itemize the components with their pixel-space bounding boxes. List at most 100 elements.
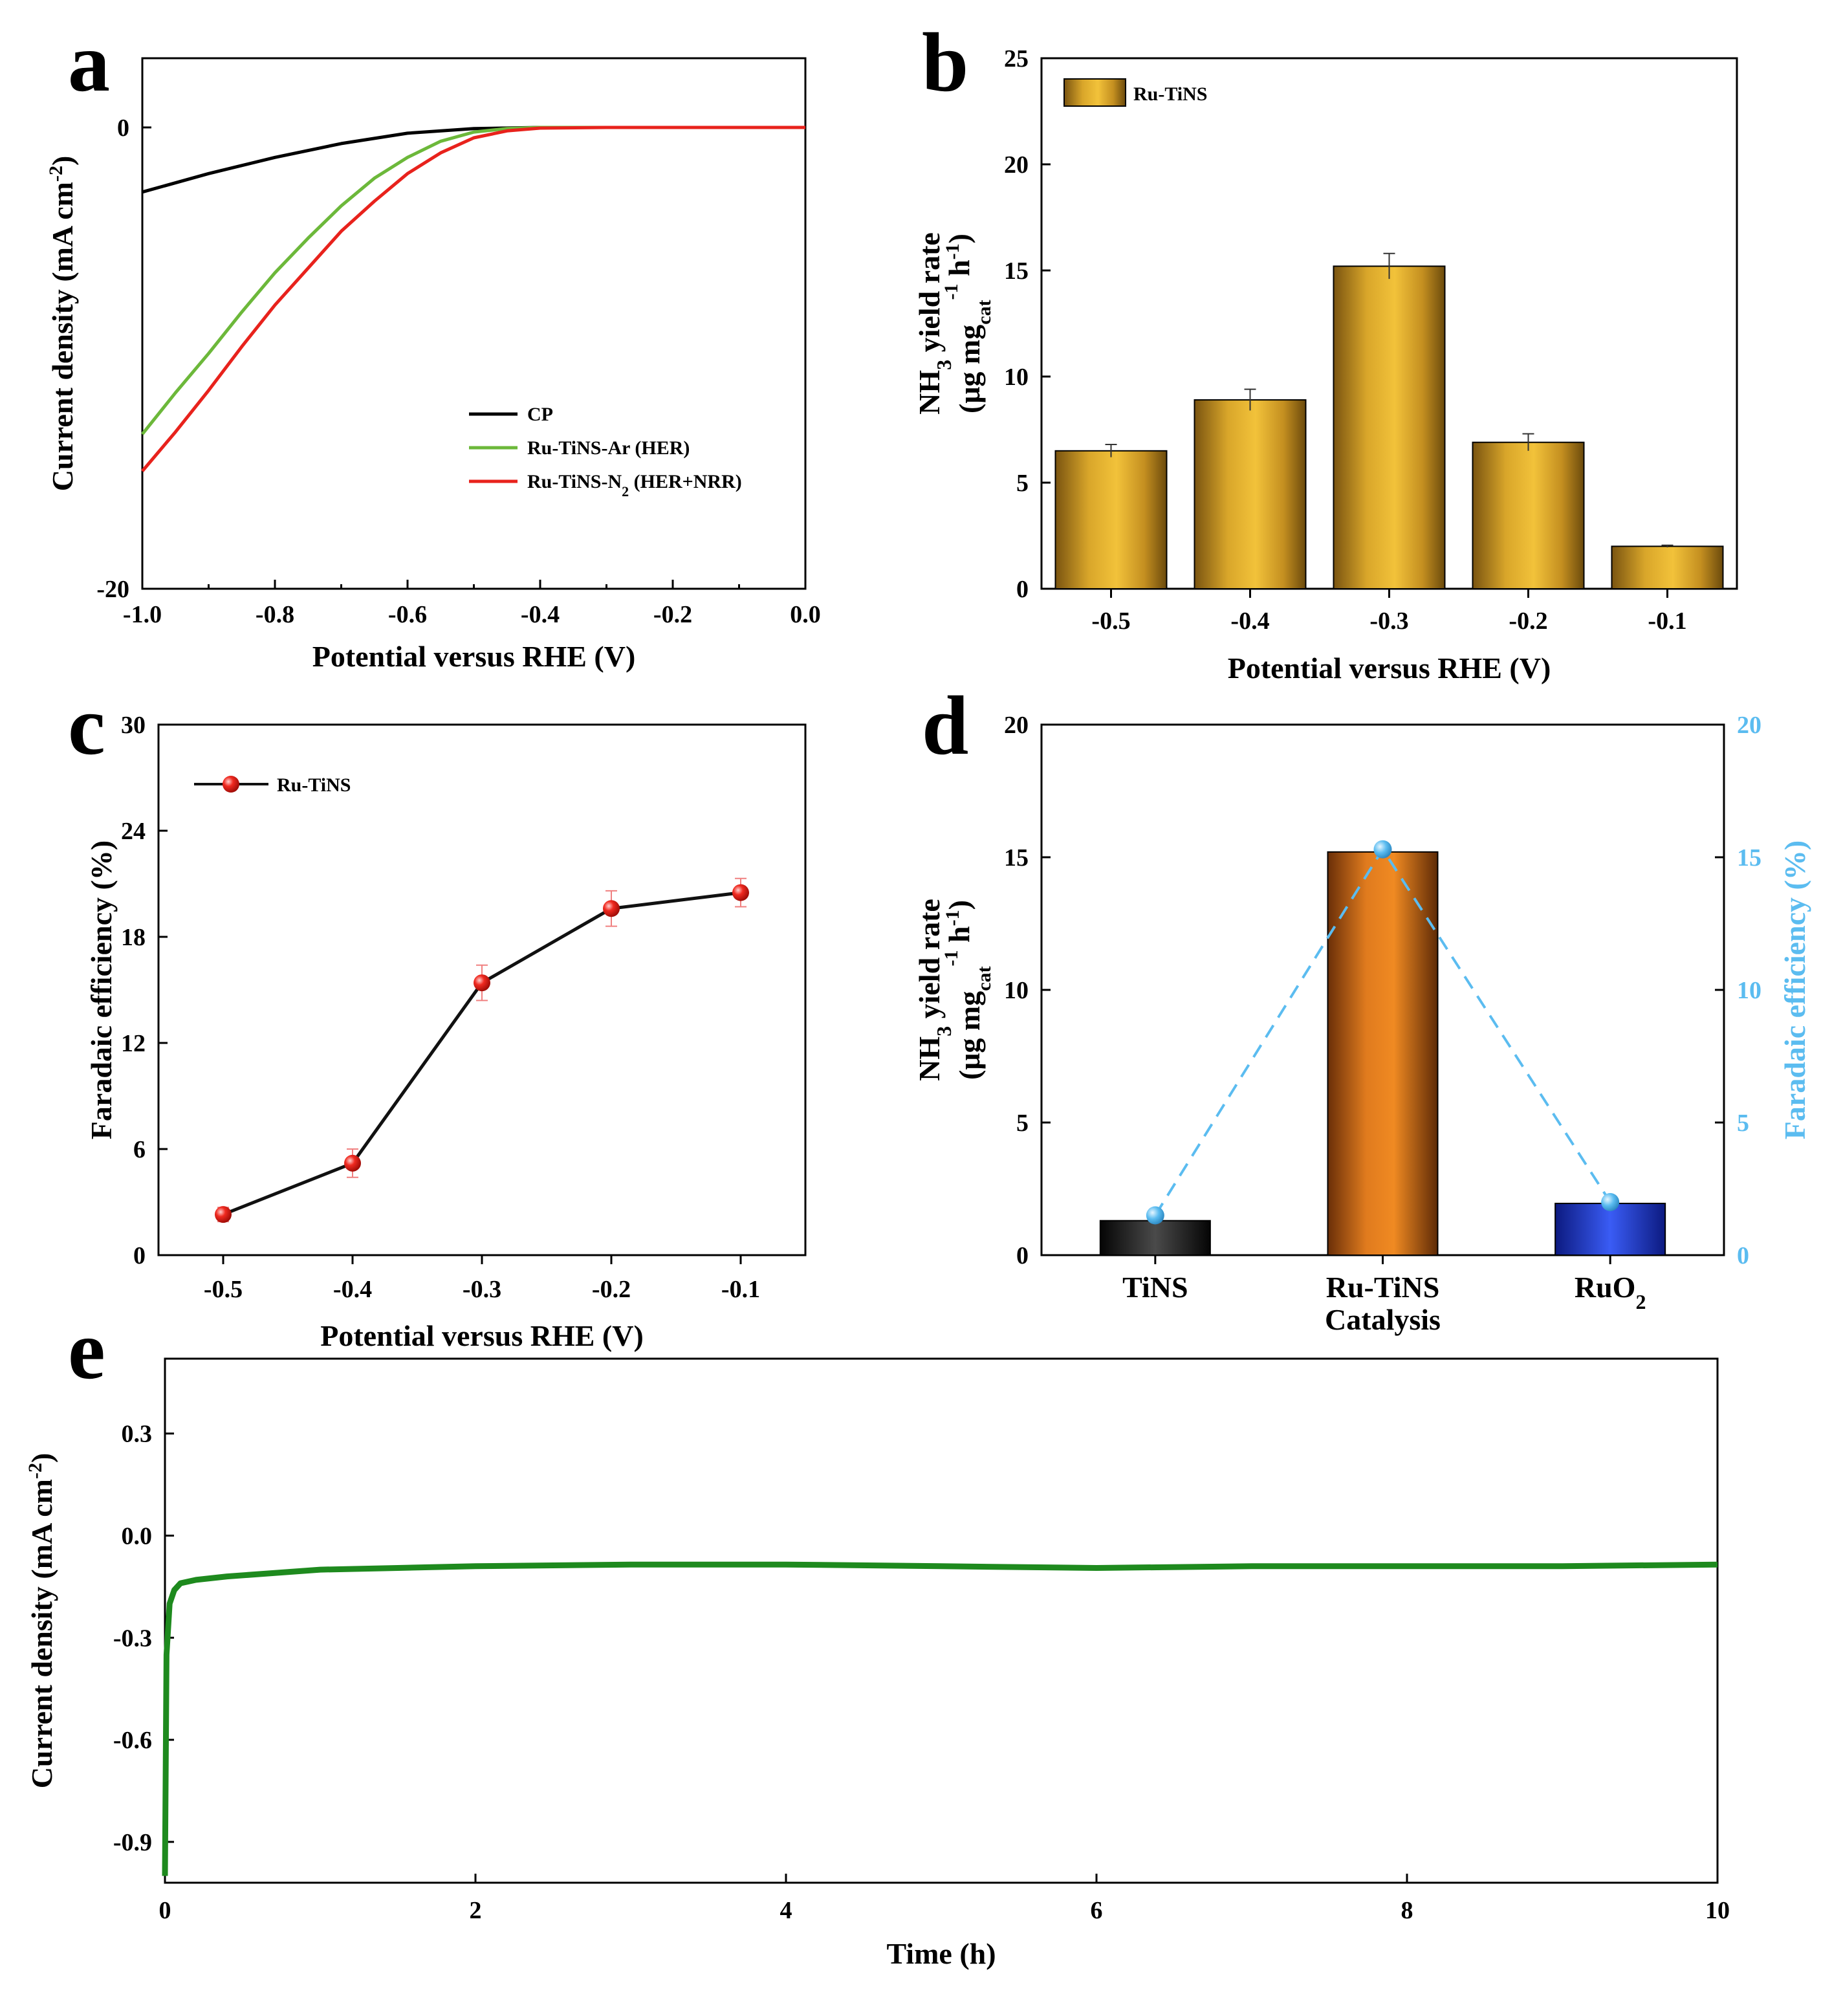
panel-d-ytick-label-left-1: 5 (1016, 1110, 1029, 1137)
panel-a-ylabel: Current density (mA cm-2) (45, 156, 80, 492)
panel-b-bar-1 (1194, 399, 1307, 590)
panel-b-unit-sup1: -1 (941, 283, 962, 300)
panel-d-ylabel-nh-sub: 3 (932, 1026, 955, 1036)
panel-d-unit-sup2: -1 (942, 910, 963, 926)
panel-b-yield-bar-chart: 0 5 10 15 20 25 -0.5 -0.4 -0.3 -0.2 -0.1 Ru-TiNS Pot… (913, 45, 1738, 685)
panel-a-legend-sub: 2 (622, 483, 629, 499)
panel-d-ytick-label-left-0: 0 (1016, 1242, 1029, 1269)
panel-b-unit-a: (μg mg (953, 325, 986, 413)
panel-e-xtick-label-2: 4 (780, 1897, 792, 1924)
panel-b-legend-swatch (1063, 78, 1126, 107)
panel-d-bar-0 (1099, 1220, 1211, 1256)
panel-d-ytick-label-left-3: 15 (1004, 844, 1029, 871)
panel-c-fe-line-chart: -0.5 -0.4 -0.3 -0.2 -0.1 0 6 12 18 24 30 Ru-TiNS Pot… (85, 712, 807, 1352)
panel-a-xlabel: Potential versus RHE (V) (312, 640, 636, 673)
panel-e-ytick-label-1: 0.0 (122, 1523, 153, 1550)
panel-a-legend-main: Ru-TiNS-N (527, 471, 622, 492)
panel-d-unit-a: (μg mg (953, 991, 986, 1080)
panel-e-ylabel-main: Current density (25, 1579, 58, 1789)
panel-c-xtick-label-4: -0.1 (721, 1276, 760, 1303)
panel-c-xtick-label-3: -0.2 (592, 1276, 631, 1303)
panel-label-a: a (68, 16, 110, 109)
panel-b-xlabel: Potential versus RHE (V) (1228, 652, 1551, 685)
panel-b-xtick-label-3: -0.2 (1509, 608, 1547, 635)
panel-e-xlabel: Time (h) (886, 1937, 996, 1970)
panel-b-ylabel-line1: NH3 yield rate (913, 232, 955, 415)
panel-b-xtick-label-4: -0.1 (1648, 608, 1686, 635)
panel-b-ylabel: NH3 yield rate(μg mgcat -1 h-1) (913, 232, 995, 415)
panel-e-xtick-label-5: 10 (1705, 1897, 1730, 1924)
panel-a-xtick-label: 0.0 (790, 601, 821, 628)
panel-c-xtick-label-2: -0.3 (463, 1276, 501, 1303)
panel-b-ylabel-rest: yield rate (913, 232, 946, 360)
panel-d-ytick-label-right-0: 0 (1737, 1242, 1749, 1269)
panel-d-ytick-label-left-4: 20 (1004, 712, 1029, 739)
panel-b-ylabel-nh-sub: 3 (932, 360, 955, 370)
panel-b-bar-3 (1472, 441, 1585, 589)
panel-e-ytick-label-2: -0.3 (113, 1625, 152, 1652)
panel-a-ytick-label: 0 (117, 115, 129, 142)
panel-e-ylabel: Current density (mA cm-2) (25, 1453, 59, 1789)
panel-c-ytick-label-4: 24 (121, 818, 146, 845)
panel-d-xtick-main: Ru-TiNS (1326, 1271, 1440, 1304)
panel-d-xtick-sub: 2 (1635, 1290, 1646, 1313)
panel-b-ytick-label: 0 (1016, 576, 1029, 603)
panel-d-xtick-label-2: RuO2 (1575, 1271, 1646, 1313)
panel-d-ylabel-rest: yield rate (913, 899, 946, 1026)
panel-e-series-line (162, 1561, 1718, 1876)
panel-c-xtick-label-1: -0.4 (333, 1276, 372, 1303)
panel-d-xtick-main: RuO (1575, 1271, 1636, 1304)
panel-c-ytick-label-1: 6 (133, 1136, 146, 1163)
panel-e-frame (164, 1357, 1719, 1884)
panel-d-xtick-label-0: TiNS (1122, 1271, 1188, 1304)
panel-e-ylabel-tail: ) (25, 1453, 58, 1463)
panel-d-ytick-label-right-2: 10 (1737, 977, 1761, 1004)
panel-b-xtick-label-2: -0.3 (1369, 608, 1408, 635)
panel-a-legend-label-0: CP (527, 404, 553, 425)
panel-d-unit-cat: cat (974, 966, 995, 991)
panel-c-point-3 (603, 900, 620, 917)
panel-label-b: b (922, 16, 968, 109)
panel-d-xtick-label-1: Ru-TiNS (1326, 1271, 1440, 1304)
panel-e-stability-chart: 0 2 4 6 8 10 0.3 0.0 -0.3 -0.6 -0.9 Time (h) Current… (25, 1357, 1730, 1970)
panel-c-legend-marker (223, 776, 239, 793)
panel-e-ytick-label-0: 0.3 (122, 1421, 153, 1448)
panel-b-ytick-label: 15 (1004, 257, 1029, 285)
panel-c-point-4 (732, 884, 749, 901)
panel-b-xtick-label-1: -0.4 (1230, 608, 1269, 635)
panel-c-ytick-label-3: 18 (121, 924, 146, 951)
panel-a-xtick-label: -1.0 (123, 601, 162, 628)
panel-a-xtick-label: -0.8 (256, 601, 294, 628)
panel-d-ylabel-line1: NH3 yield rate (913, 899, 955, 1081)
panel-d-bar-2 (1554, 1203, 1666, 1256)
panel-e-ytick-label-3: -0.6 (113, 1727, 152, 1754)
panel-b-ylabel-line2: (μg mgcat -1 h-1) (941, 234, 995, 413)
panel-e-ylabel-sup: -2 (25, 1463, 46, 1479)
panel-label-c: c (68, 679, 105, 772)
panel-d-xtick-main: TiNS (1122, 1271, 1188, 1304)
panel-c-ytick-label-0: 0 (133, 1242, 146, 1269)
panel-c-point-0 (215, 1206, 232, 1223)
panel-e-xtick-label-0: 0 (159, 1897, 171, 1924)
panel-c-ytick-label-5: 30 (121, 712, 146, 739)
panel-b-ylabel-nh: NH (913, 370, 946, 415)
panel-c-ylabel: Faradaic efficiency (%) (85, 840, 118, 1139)
panel-c-ytick-label-2: 12 (121, 1030, 146, 1057)
panel-a-ytick-label: -20 (96, 576, 129, 603)
panel-a-xtick-label: -0.2 (653, 601, 692, 628)
panel-c-point-2 (474, 974, 490, 992)
panel-d-ytick-label-left-2: 10 (1004, 977, 1029, 1004)
panel-b-xtick-label-0: -0.5 (1091, 608, 1130, 635)
panel-d-unit-h: h (943, 926, 976, 950)
panel-d-ytick-label-right-1: 5 (1737, 1110, 1749, 1137)
panel-b-unit-h: h (943, 259, 976, 283)
panel-a-legend-label-1: Ru-TiNS-Ar (HER) (527, 437, 690, 459)
panel-d-ytick-label-right-3: 15 (1737, 844, 1761, 871)
panel-b-unit-cat: cat (974, 300, 995, 324)
panel-d-unit-close: ) (943, 900, 976, 910)
panel-label-e: e (68, 1304, 105, 1397)
panel-d-fe-point-0 (1146, 1206, 1164, 1225)
panel-c-legend-label: Ru-TiNS (277, 774, 351, 796)
